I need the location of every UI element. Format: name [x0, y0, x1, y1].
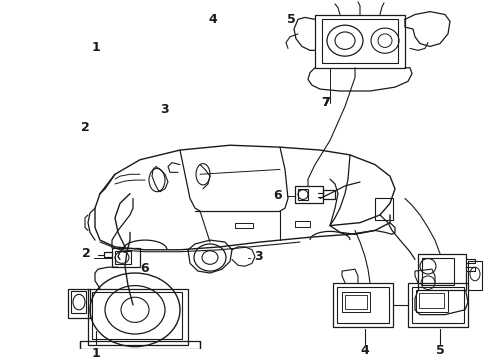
Bar	[345, 295, 367, 309]
Bar	[323, 190, 335, 199]
Bar	[418, 254, 466, 291]
Text: 6: 6	[274, 189, 282, 202]
Bar	[337, 287, 389, 323]
Text: 1: 1	[91, 41, 100, 54]
Text: 1: 1	[92, 347, 100, 360]
Text: 6: 6	[140, 262, 149, 275]
Text: 5: 5	[436, 344, 444, 357]
Bar	[235, 223, 253, 229]
Bar	[295, 221, 310, 226]
Bar	[419, 293, 444, 308]
Bar	[333, 283, 393, 327]
Text: 3: 3	[160, 103, 169, 116]
Bar	[322, 19, 398, 63]
Text: 5: 5	[287, 13, 296, 26]
Text: 2: 2	[81, 121, 90, 134]
Bar	[468, 261, 482, 291]
Bar	[112, 248, 140, 267]
Bar	[298, 189, 308, 201]
Bar	[375, 198, 393, 220]
Text: 4: 4	[361, 344, 369, 357]
Text: 7: 7	[321, 96, 330, 109]
Bar	[408, 283, 468, 327]
Bar	[115, 251, 131, 264]
Text: 4: 4	[209, 13, 218, 26]
Bar	[71, 291, 86, 313]
Bar	[92, 292, 182, 339]
Text: 3: 3	[254, 250, 262, 263]
Bar	[412, 287, 464, 323]
Bar	[422, 257, 454, 285]
Bar	[315, 14, 405, 68]
Text: 2: 2	[82, 247, 90, 260]
Text: 7: 7	[321, 96, 330, 109]
Bar	[416, 291, 448, 312]
Bar	[68, 288, 90, 318]
Bar	[88, 288, 188, 345]
Bar	[295, 186, 323, 203]
Bar	[80, 341, 200, 348]
Bar	[342, 292, 370, 312]
